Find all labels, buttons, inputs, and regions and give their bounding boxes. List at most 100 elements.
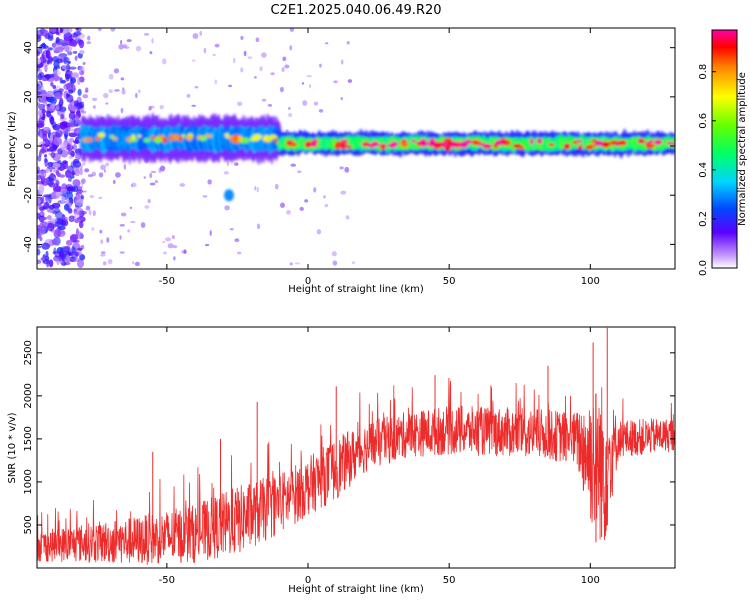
snr-x-ticks: -50 0 50 100 — [159, 327, 600, 586]
spectrogram-speckle — [50, 151, 56, 159]
spectrogram-speckle — [68, 89, 74, 94]
spectrogram-hotspot — [150, 135, 157, 140]
spectrogram-speckle — [332, 260, 338, 266]
spectrogram-hotspot — [380, 144, 386, 150]
spectrogram-speckle — [186, 93, 191, 98]
spectrogram-speckle — [37, 228, 42, 232]
spectrogram-y-tick-label: 40 — [23, 41, 34, 54]
snr-y-tick-label: 1500 — [23, 426, 34, 451]
spectrogram-speckle — [47, 47, 53, 51]
spectrogram-hotspot — [617, 140, 628, 145]
spectrogram-hotspot — [390, 141, 397, 148]
spectrogram-speckle — [91, 227, 95, 231]
spectrogram-speckle — [53, 247, 57, 256]
spectrogram-speckle — [240, 35, 244, 41]
spectrogram-speckle — [119, 224, 125, 227]
spectrogram-speckle — [73, 31, 82, 36]
spectrogram-speckle — [108, 88, 113, 94]
spectrogram-x-ticks: -50 0 50 100 — [159, 28, 600, 287]
spectrogram-speckle — [38, 103, 46, 111]
spectrogram-hotspot — [97, 132, 106, 138]
spectrogram-speckle — [346, 40, 350, 45]
spectrogram-speckle — [313, 187, 317, 193]
spectrogram-speckle — [38, 151, 42, 157]
spectrogram-speckle — [304, 199, 309, 203]
spectrogram-speckle — [37, 84, 44, 92]
spectrogram-hotspot — [252, 134, 263, 141]
spectrogram-speckle — [254, 185, 257, 191]
spectrogram-speckle — [173, 256, 176, 261]
spectrogram-speckle — [37, 248, 41, 256]
spectrogram-speckle — [72, 185, 79, 193]
spectrogram-hotspot — [131, 134, 136, 140]
spectrogram-speckle — [280, 202, 285, 208]
spectrogram-speckle — [147, 199, 151, 204]
spectrogram-hotspot — [577, 144, 583, 150]
spectrogram-speckle — [130, 221, 136, 224]
spectrogram-speckle — [236, 251, 242, 255]
spectrogram-speckle — [100, 239, 104, 244]
snr-series-line — [37, 377, 675, 565]
spectrogram-speckle — [151, 38, 154, 44]
spectrogram-speckle — [135, 92, 138, 99]
spectrogram-speckle — [81, 162, 86, 166]
spectrogram-speckle — [79, 50, 85, 55]
snr-y-tick-label: 2500 — [23, 340, 34, 365]
spectrogram-speckle — [306, 75, 312, 78]
spectrogram-speckle — [49, 166, 53, 173]
spectrogram-speckle — [228, 84, 233, 88]
spectrogram-speckle — [77, 76, 81, 86]
spectrogram-speckle — [52, 162, 61, 169]
spectrogram-speckle — [226, 160, 230, 167]
spectrogram-speckle — [50, 172, 55, 179]
spectrogram-speckle — [167, 243, 174, 249]
spectrogram-speckle — [333, 80, 338, 84]
spectrogram-speckle — [59, 142, 67, 151]
spectrogram-speckle — [99, 229, 103, 234]
spectrogram-speckle — [204, 243, 210, 247]
spectrogram-speckle — [191, 59, 196, 62]
spectrogram-speckle — [184, 249, 187, 254]
spectrogram-speckle — [37, 244, 42, 249]
spectrogram-speckle — [63, 56, 68, 65]
spectrogram-speckle — [351, 261, 356, 265]
spectrogram-hotspot — [519, 145, 525, 151]
spectrogram-speckle — [81, 70, 84, 74]
spectrogram-speckle — [39, 130, 43, 140]
spectrogram-speckle — [288, 112, 293, 118]
spectrogram-hotspot — [453, 141, 459, 148]
spectrogram-speckle — [49, 218, 58, 223]
spectrogram-speckle — [75, 152, 82, 161]
spectrogram-speckle — [340, 59, 344, 65]
snr-x-tick-label: -50 — [159, 575, 175, 586]
spectrogram-speckle — [243, 50, 247, 57]
spectrogram-speckle — [68, 155, 73, 159]
spectrogram-speckle — [194, 86, 199, 89]
spectrogram-speckle — [41, 242, 51, 250]
spectrogram-speckle — [60, 218, 69, 227]
spectrogram-speckle — [67, 248, 72, 257]
spectrogram-speckle — [70, 77, 77, 84]
spectrogram-speckle — [46, 215, 52, 220]
colorbar-title: Normalized spectral amplitude — [737, 72, 748, 226]
spectrogram-speckle — [289, 262, 293, 266]
spectrogram-speckle — [172, 245, 178, 249]
spectrogram-speckle — [65, 198, 70, 205]
spectrogram-speckle — [81, 101, 84, 106]
spectrogram-speckle — [68, 103, 72, 108]
spectrogram-hotspot — [262, 135, 270, 142]
spectrogram-hotspot — [472, 139, 479, 146]
spectrogram-speckle — [86, 41, 92, 45]
spectrogram-speckle — [297, 170, 302, 174]
spectrogram-speckle — [53, 60, 60, 69]
spectrogram-speckle — [54, 227, 60, 235]
spectrogram-speckle — [67, 208, 73, 214]
spectrogram-speckle — [73, 139, 80, 144]
spectrogram-speckle — [324, 203, 329, 208]
spectrogram-speckle — [40, 29, 49, 37]
spectrogram-hotspot — [224, 133, 230, 138]
colorbar: 0.0 0.2 0.4 0.6 0.8 Normalized spectral ampl… — [698, 29, 748, 276]
spectrogram-speckle — [134, 261, 140, 267]
spectrogram-speckle — [57, 148, 63, 155]
